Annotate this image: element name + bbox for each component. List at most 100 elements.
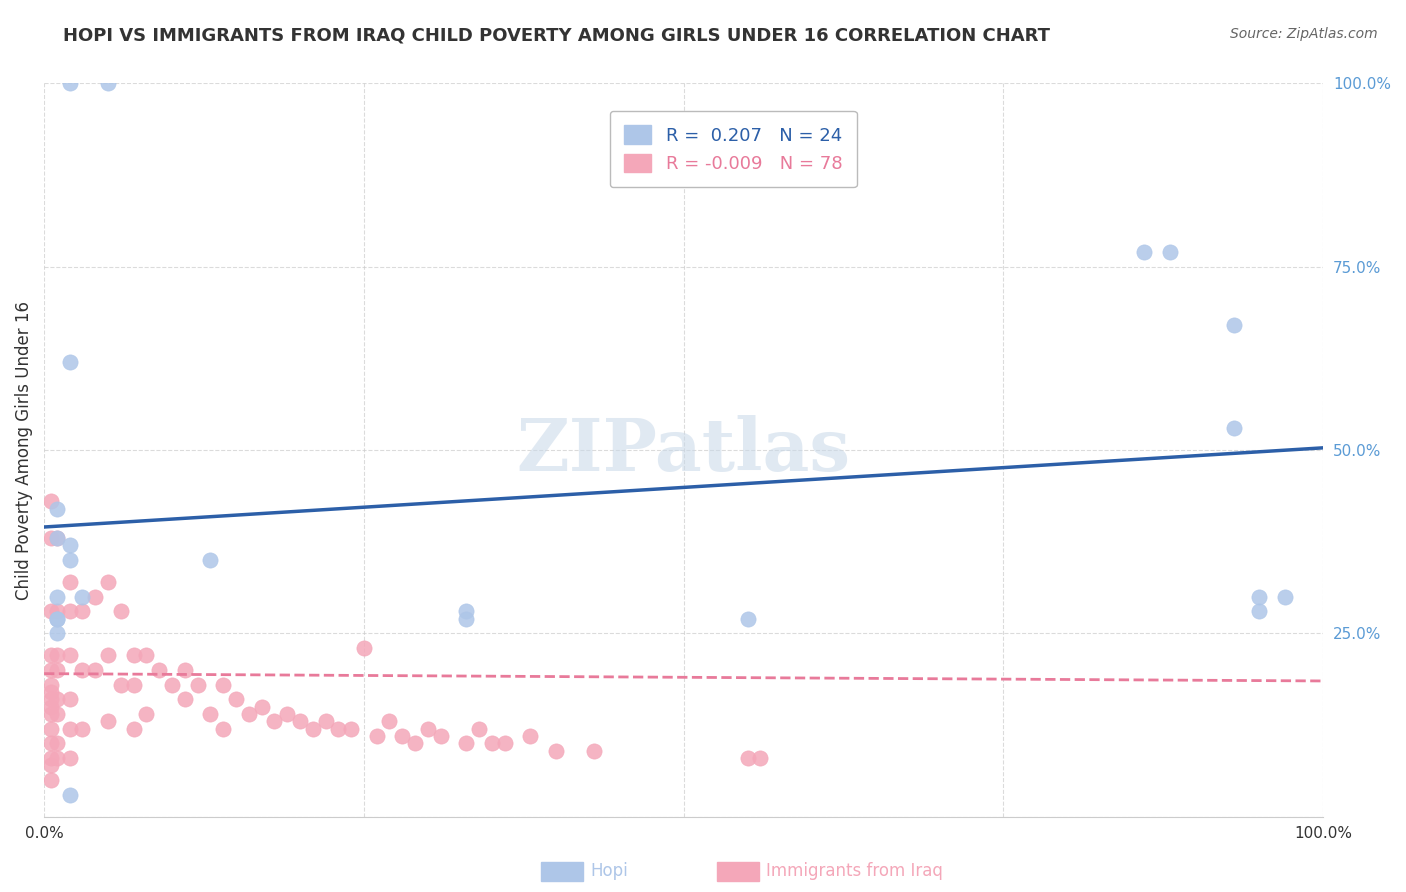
- Text: HOPI VS IMMIGRANTS FROM IRAQ CHILD POVERTY AMONG GIRLS UNDER 16 CORRELATION CHAR: HOPI VS IMMIGRANTS FROM IRAQ CHILD POVER…: [63, 27, 1050, 45]
- Point: [1133, 245, 1156, 260]
- Point: [59, 538, 82, 552]
- Point: [160, 678, 183, 692]
- Point: [749, 751, 772, 765]
- Point: [45, 590, 67, 604]
- Point: [583, 743, 606, 757]
- Point: [456, 612, 478, 626]
- Point: [263, 714, 285, 729]
- Point: [456, 604, 478, 618]
- Point: [39, 751, 62, 765]
- Point: [97, 77, 120, 91]
- Point: [45, 531, 67, 545]
- Point: [59, 355, 82, 369]
- Point: [45, 736, 67, 750]
- Point: [110, 604, 132, 618]
- Point: [212, 678, 235, 692]
- Point: [39, 699, 62, 714]
- Point: [122, 648, 145, 663]
- Point: [468, 722, 491, 736]
- Point: [45, 706, 67, 721]
- Point: [276, 706, 298, 721]
- Point: [456, 736, 478, 750]
- Point: [544, 743, 567, 757]
- Point: [481, 736, 503, 750]
- Point: [340, 722, 363, 736]
- Point: [328, 722, 350, 736]
- Point: [1249, 590, 1271, 604]
- Point: [173, 663, 195, 677]
- Point: [39, 648, 62, 663]
- Point: [429, 729, 451, 743]
- Point: [39, 663, 62, 677]
- Point: [39, 692, 62, 706]
- Point: [45, 692, 67, 706]
- Point: [59, 574, 82, 589]
- Point: [301, 722, 323, 736]
- Point: [1222, 421, 1244, 435]
- Point: [737, 612, 759, 626]
- Point: [45, 663, 67, 677]
- Point: [59, 751, 82, 765]
- Point: [97, 648, 120, 663]
- Point: [404, 736, 426, 750]
- Point: [200, 553, 222, 567]
- Point: [200, 706, 222, 721]
- Point: [212, 722, 235, 736]
- Point: [45, 604, 67, 618]
- Point: [122, 722, 145, 736]
- Point: [45, 648, 67, 663]
- Point: [72, 722, 94, 736]
- Point: [84, 663, 107, 677]
- Point: [238, 706, 260, 721]
- Point: [39, 758, 62, 772]
- Point: [494, 736, 516, 750]
- Point: [122, 678, 145, 692]
- Point: [97, 574, 120, 589]
- Point: [1274, 590, 1296, 604]
- Point: [366, 729, 388, 743]
- Point: [84, 590, 107, 604]
- Point: [59, 553, 82, 567]
- Point: [45, 501, 67, 516]
- Point: [59, 692, 82, 706]
- Point: [72, 663, 94, 677]
- Point: [45, 612, 67, 626]
- Text: ZIPatlas: ZIPatlas: [516, 415, 851, 485]
- Point: [1222, 318, 1244, 333]
- Point: [59, 788, 82, 802]
- Point: [45, 751, 67, 765]
- Point: [59, 648, 82, 663]
- Point: [353, 640, 375, 655]
- Point: [39, 772, 62, 787]
- Point: [288, 714, 311, 729]
- Point: [39, 722, 62, 736]
- Point: [39, 531, 62, 545]
- Point: [39, 678, 62, 692]
- Point: [225, 692, 247, 706]
- Point: [148, 663, 170, 677]
- Point: [39, 706, 62, 721]
- Text: Hopi: Hopi: [591, 863, 628, 880]
- Point: [135, 706, 157, 721]
- Point: [135, 648, 157, 663]
- Point: [391, 729, 413, 743]
- Point: [173, 692, 195, 706]
- Legend: R =  0.207   N = 24, R = -0.009   N = 78: R = 0.207 N = 24, R = -0.009 N = 78: [610, 111, 856, 187]
- Point: [187, 678, 209, 692]
- Point: [72, 590, 94, 604]
- Point: [110, 678, 132, 692]
- Point: [250, 699, 273, 714]
- Point: [39, 604, 62, 618]
- Point: [45, 531, 67, 545]
- Point: [1159, 245, 1181, 260]
- Point: [72, 604, 94, 618]
- Point: [416, 722, 439, 736]
- Point: [39, 736, 62, 750]
- Text: Immigrants from Iraq: Immigrants from Iraq: [766, 863, 943, 880]
- Point: [59, 77, 82, 91]
- Point: [39, 494, 62, 508]
- Point: [59, 722, 82, 736]
- Point: [97, 714, 120, 729]
- Point: [1249, 604, 1271, 618]
- Point: [737, 751, 759, 765]
